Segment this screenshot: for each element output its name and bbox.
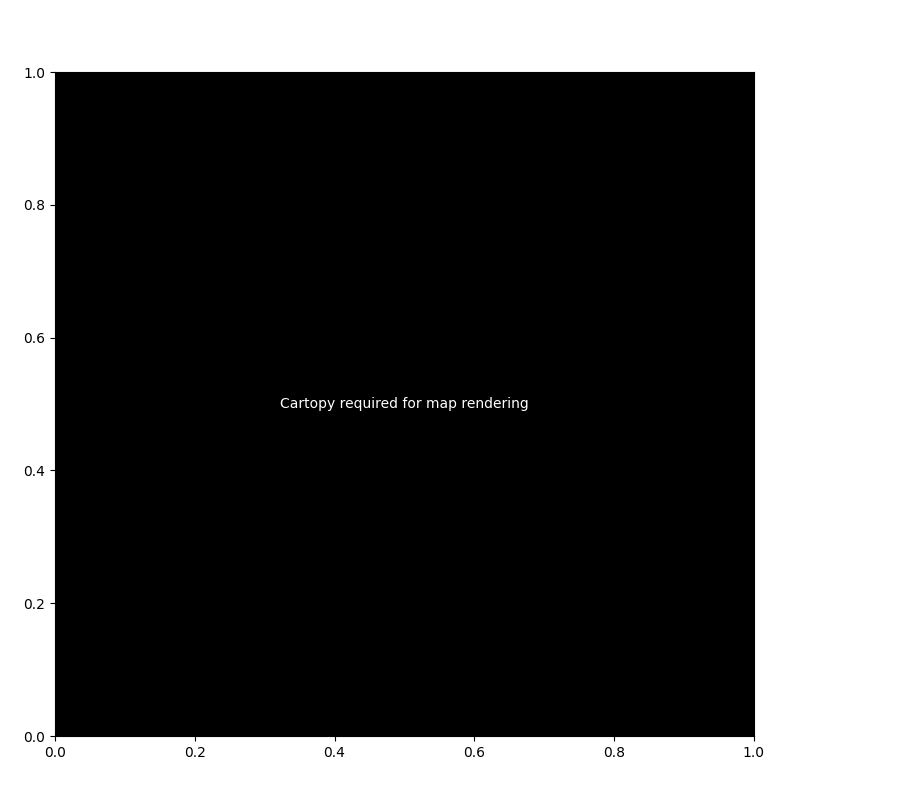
Text: Cartopy required for map rendering: Cartopy required for map rendering (280, 397, 528, 411)
